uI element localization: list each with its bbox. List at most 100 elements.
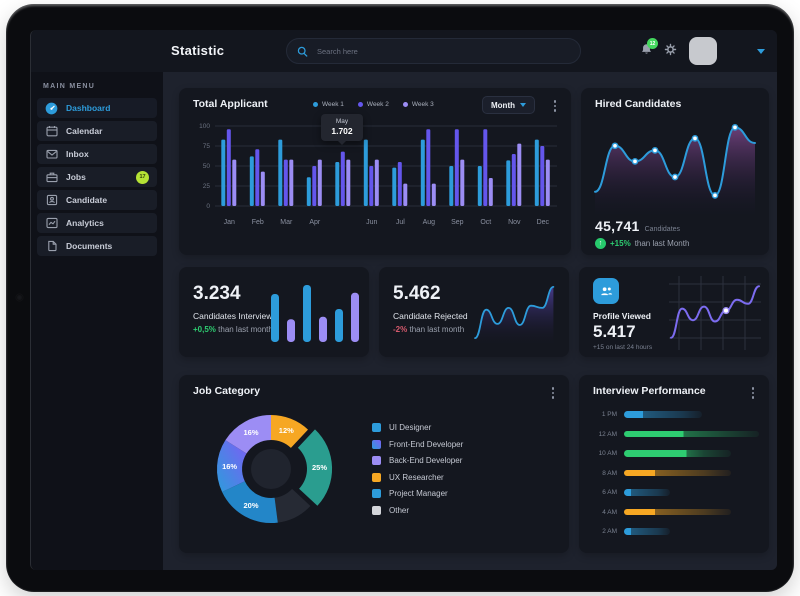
card-title: Total Applicant [193, 98, 268, 110]
hired-count: 45,741 [595, 218, 640, 234]
card-title: Hired Candidates [595, 98, 682, 110]
legend-swatch-icon [372, 439, 381, 449]
svg-text:Sep: Sep [451, 219, 464, 226]
chart-tooltip: May 1.702 [321, 114, 363, 145]
delta-note: than last month [409, 325, 465, 334]
sidebar-item-candidate[interactable]: Candidate [37, 190, 157, 210]
svg-text:20%: 20% [243, 501, 258, 510]
legend-item: Other [372, 505, 463, 515]
stat-label: Candidates Interview [193, 311, 273, 321]
chart-legend: Week 1 Week 2 Week 3 [313, 101, 434, 108]
kebab-menu-icon[interactable] [750, 385, 757, 401]
sidebar-item-label: Calendar [66, 126, 103, 136]
sidebar-item-documents[interactable]: Documents [37, 236, 157, 256]
sidebar-item-label: Jobs [66, 172, 86, 182]
time-label: 12 AM [598, 430, 617, 438]
performance-bar [624, 411, 703, 418]
legend-swatch-icon [372, 472, 381, 482]
app-screen: Statistic 12 [30, 30, 777, 570]
svg-text:75: 75 [203, 143, 211, 150]
performance-bar [624, 450, 731, 457]
kebab-menu-icon[interactable] [550, 385, 557, 401]
delta-value: +0,5% [193, 325, 216, 334]
period-dropdown[interactable]: Month [482, 96, 535, 114]
candidates-interview-card: 3.234 Candidates Interview +0,5% than la… [179, 267, 369, 357]
topbar-actions: 12 [640, 30, 765, 72]
kebab-menu-icon[interactable] [552, 98, 559, 114]
candidate-rejected-card: 5.462 Candidate Rejected -2% than last m… [379, 267, 569, 357]
sidebar-item-label: Inbox [66, 149, 89, 159]
legend-label: UI Designer [389, 423, 432, 432]
sidebar-item-label: Analytics [66, 218, 104, 228]
sidebar: MAIN MENU Dashboard Calendar Inbox Jobs 17 Ca… [31, 72, 163, 570]
calendar-icon [45, 125, 58, 137]
settings-button[interactable] [664, 43, 677, 59]
performance-row: 10 AM [589, 450, 759, 457]
search-input[interactable] [315, 45, 570, 57]
card-title: Interview Performance [593, 385, 706, 397]
job-category-card: Job Category 12% 25% 20% 16% 16% UI Designer… [179, 375, 569, 553]
performance-track [624, 508, 759, 516]
svg-text:25%: 25% [312, 463, 327, 472]
legend-item: Week 2 [357, 101, 389, 108]
performance-track [624, 430, 759, 438]
page-title: Statistic [171, 43, 225, 58]
delta-value: -2% [393, 325, 408, 334]
job-category-legend: UI Designer Front-End Developer Back-End D… [372, 423, 463, 515]
legend-dot-icon [313, 102, 318, 107]
performance-bar [624, 489, 670, 496]
performance-track [624, 469, 759, 477]
sidebar-item-calendar[interactable]: Calendar [37, 121, 157, 141]
analytics-icon [45, 217, 58, 229]
sidebar-item-label: Candidate [66, 195, 108, 205]
legend-item: Front-End Developer [372, 439, 464, 449]
period-value: Month [491, 100, 515, 110]
delta-value: +15% [610, 239, 631, 248]
svg-text:Oct: Oct [480, 219, 491, 226]
delta-note: than last Month [634, 239, 690, 248]
svg-text:Mar: Mar [280, 219, 293, 226]
time-label: 2 AM [602, 528, 617, 535]
sidebar-item-jobs[interactable]: Jobs 17 [37, 167, 157, 187]
arrow-up-circle-icon: ↑ [595, 238, 606, 249]
gear-icon [664, 43, 677, 59]
svg-text:Nov: Nov [508, 219, 521, 226]
dashboard-icon [45, 102, 58, 115]
stat-delta: +0,5% than last month [193, 325, 273, 334]
sidebar-item-analytics[interactable]: Analytics [37, 213, 157, 233]
stat-label: Profile Viewed [593, 311, 651, 321]
legend-swatch-icon [372, 423, 381, 432]
performance-bar [624, 469, 731, 477]
legend-label: Front-End Developer [389, 439, 464, 449]
hired-candidates-line-chart [589, 114, 761, 221]
rejected-mini-area-chart [471, 279, 559, 350]
sidebar-section-label: MAIN MENU [43, 83, 96, 90]
performance-bar [624, 528, 670, 535]
candidate-icon [45, 194, 58, 206]
stat-value: 3.234 [193, 283, 241, 304]
interview-mini-bar-chart [271, 279, 359, 348]
sidebar-item-dashboard[interactable]: Dashboard [37, 98, 157, 118]
avatar[interactable] [689, 37, 717, 65]
documents-icon [45, 240, 58, 252]
sidebar-item-inbox[interactable]: Inbox [37, 144, 157, 164]
jobs-count-badge: 17 [136, 170, 149, 184]
inbox-icon [45, 148, 58, 160]
sidebar-item-label: Dashboard [66, 103, 111, 113]
stat-delta: -2% than last month [393, 325, 464, 334]
svg-text:Jun: Jun [366, 219, 377, 226]
notification-badge: 12 [647, 38, 658, 49]
legend-swatch-icon [372, 456, 381, 465]
performance-track [624, 450, 759, 457]
tablet-camera [16, 294, 23, 301]
svg-text:16%: 16% [243, 428, 258, 437]
time-label: 6 AM [602, 489, 617, 496]
chevron-down-icon[interactable] [757, 48, 765, 54]
search-bar[interactable] [286, 38, 581, 64]
total-applicant-card: Total Applicant Week 1 Week 2 Week 3 Month… [179, 88, 571, 255]
notifications-button[interactable]: 12 [640, 38, 658, 59]
hired-candidates-card: Hired Candidates 45,741 Candidates ↑ +15… [581, 88, 769, 255]
time-label: 4 AM [602, 508, 617, 516]
time-label: 1 PM [601, 411, 617, 418]
